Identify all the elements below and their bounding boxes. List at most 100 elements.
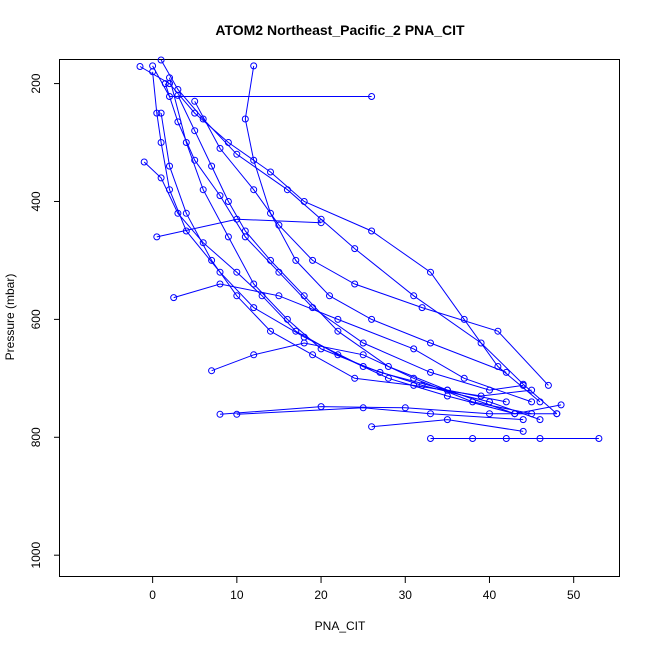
data-point: [208, 256, 216, 264]
data-point: [174, 118, 182, 126]
data-point: [191, 127, 199, 135]
data-point: [224, 233, 232, 241]
profile-line: [211, 342, 532, 415]
profile-line: [169, 77, 507, 403]
data-point: [275, 221, 283, 229]
x-axis-label: PNA_CIT: [315, 619, 366, 633]
data-point: [536, 416, 544, 424]
profile-line: [164, 83, 524, 391]
data-point: [351, 374, 359, 382]
data-point: [502, 398, 510, 406]
data-point: [170, 294, 178, 302]
profile-line: [177, 95, 562, 415]
data-point: [544, 381, 552, 389]
plot-frame: [59, 59, 620, 577]
data-point: [216, 192, 224, 200]
data-point: [309, 351, 317, 359]
data-point: [174, 209, 182, 217]
data-point: [519, 416, 527, 424]
data-point: [317, 345, 325, 353]
data-point: [153, 109, 161, 117]
data-point: [536, 435, 544, 442]
y-tick-label: 600: [29, 309, 43, 329]
data-point: [191, 97, 199, 105]
data-point: [334, 327, 342, 335]
data-point: [384, 374, 392, 382]
data-point: [216, 144, 224, 152]
data-point: [292, 327, 300, 335]
data-point: [502, 435, 510, 442]
profile-line: [156, 218, 322, 238]
data-point: [334, 315, 342, 323]
data-point: [410, 345, 418, 353]
data-point: [241, 115, 249, 123]
data-point: [469, 435, 477, 442]
profile-line: [236, 407, 524, 421]
data-point: [275, 268, 283, 276]
x-tick-label: 40: [483, 588, 497, 602]
data-point: [427, 435, 434, 442]
y-axis-label: Pressure (mbar): [3, 274, 17, 361]
data-point: [182, 209, 190, 217]
data-point: [166, 74, 173, 82]
x-tick-label: 0: [149, 588, 156, 602]
x-tick-label: 20: [314, 588, 328, 602]
data-point: [250, 304, 258, 312]
y-axis: 200 400 600 800 1000: [29, 73, 60, 569]
data-point: [477, 392, 485, 400]
data-point: [250, 62, 258, 70]
data-point: [157, 139, 165, 146]
data-point: [157, 109, 165, 117]
data-point: [191, 156, 199, 164]
data-point: [309, 304, 317, 312]
data-point: [166, 162, 173, 170]
data-point: [418, 304, 426, 312]
y-tick-label: 800: [29, 427, 43, 447]
data-point: [224, 198, 232, 205]
data-point: [317, 219, 325, 227]
data-point: [233, 292, 241, 300]
data-point: [283, 315, 291, 323]
profile-line: [244, 65, 507, 373]
data-point: [216, 268, 224, 276]
profile-line: [160, 113, 532, 397]
data-point: [161, 80, 169, 88]
data-point: [519, 427, 527, 435]
data-point: [359, 351, 367, 359]
y-tick-label: 200: [29, 73, 43, 93]
data-point: [292, 256, 300, 264]
data-point: [460, 374, 468, 382]
data-point: [241, 233, 249, 241]
data-point: [427, 268, 434, 276]
data-point: [368, 423, 376, 431]
data-point: [427, 339, 434, 347]
data-point: [267, 209, 274, 217]
data-point: [494, 327, 502, 335]
data-point: [153, 233, 161, 241]
data-point: [326, 292, 333, 300]
data-point: [351, 245, 359, 253]
data-point: [216, 280, 224, 288]
data-point: [469, 398, 477, 406]
profile-line: [139, 66, 541, 403]
data-point: [275, 292, 283, 300]
data-point: [553, 410, 561, 418]
data-point: [309, 256, 317, 264]
data-point: [199, 186, 207, 194]
data-point: [595, 435, 603, 442]
data-point: [157, 56, 165, 64]
data-point: [427, 410, 434, 418]
data-point: [528, 398, 536, 406]
data-point: [140, 158, 148, 166]
data-point: [557, 401, 565, 409]
x-axis: 0 10 20 30 40 50: [149, 577, 581, 602]
data-point: [267, 168, 274, 176]
data-point: [208, 367, 216, 375]
data-point: [359, 339, 367, 347]
data-point: [410, 292, 418, 300]
data-point: [427, 368, 434, 376]
data-point: [233, 268, 241, 276]
data-point: [250, 156, 258, 164]
data-point: [233, 150, 241, 158]
